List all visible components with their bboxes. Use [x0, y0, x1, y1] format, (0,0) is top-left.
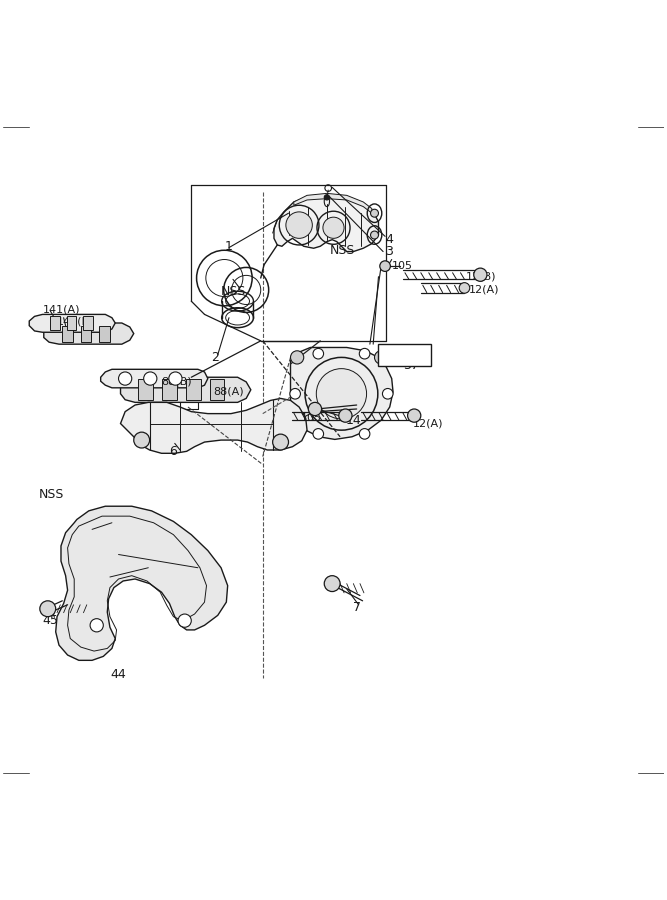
Circle shape	[324, 194, 329, 200]
Polygon shape	[62, 326, 73, 342]
Circle shape	[290, 389, 300, 399]
Text: 7: 7	[354, 601, 362, 614]
Text: 12(A): 12(A)	[469, 285, 500, 295]
Polygon shape	[121, 377, 251, 402]
Circle shape	[286, 212, 312, 239]
Polygon shape	[138, 379, 153, 400]
Polygon shape	[162, 379, 177, 400]
FancyBboxPatch shape	[378, 344, 432, 366]
Polygon shape	[121, 399, 307, 454]
Text: 4: 4	[385, 233, 393, 247]
Circle shape	[291, 351, 303, 364]
Circle shape	[382, 389, 393, 399]
Polygon shape	[101, 369, 208, 388]
Circle shape	[323, 217, 344, 239]
Text: 37: 37	[403, 359, 419, 372]
Text: 3: 3	[385, 245, 393, 258]
Circle shape	[374, 351, 388, 364]
Text: NSS: NSS	[221, 284, 246, 298]
Circle shape	[474, 268, 487, 282]
Polygon shape	[210, 379, 224, 400]
Text: 1: 1	[224, 239, 232, 253]
Circle shape	[360, 428, 370, 439]
Circle shape	[40, 601, 55, 617]
Circle shape	[143, 372, 157, 385]
Polygon shape	[29, 314, 115, 332]
Text: 12(B): 12(B)	[466, 272, 496, 282]
Text: 45: 45	[43, 614, 58, 627]
Circle shape	[273, 434, 289, 450]
Polygon shape	[274, 197, 378, 252]
Polygon shape	[51, 317, 59, 330]
Text: 14: 14	[346, 414, 361, 427]
Circle shape	[371, 231, 378, 239]
Circle shape	[316, 369, 367, 419]
Text: 88(B): 88(B)	[161, 376, 192, 386]
Circle shape	[380, 261, 390, 272]
Circle shape	[90, 618, 103, 632]
Circle shape	[178, 614, 191, 627]
Text: 2: 2	[211, 351, 219, 364]
Circle shape	[313, 428, 323, 439]
Text: NSS: NSS	[330, 244, 356, 256]
Circle shape	[169, 372, 182, 385]
Polygon shape	[83, 317, 93, 330]
Text: 6: 6	[169, 445, 177, 458]
Circle shape	[371, 209, 378, 217]
Text: 141(A): 141(A)	[43, 305, 80, 315]
Circle shape	[313, 348, 323, 359]
Polygon shape	[55, 506, 227, 661]
Text: 12(A): 12(A)	[413, 418, 444, 428]
Circle shape	[459, 283, 470, 293]
Polygon shape	[293, 194, 372, 213]
Circle shape	[408, 409, 421, 422]
Circle shape	[119, 372, 132, 385]
Polygon shape	[44, 323, 134, 344]
Circle shape	[308, 402, 321, 416]
Circle shape	[324, 576, 340, 591]
Text: 88(A): 88(A)	[213, 387, 243, 397]
Text: NSS: NSS	[39, 489, 65, 501]
Circle shape	[339, 409, 352, 422]
Text: 105: 105	[392, 261, 413, 271]
Polygon shape	[186, 379, 201, 400]
Polygon shape	[291, 347, 393, 439]
Circle shape	[134, 432, 149, 448]
Polygon shape	[99, 326, 110, 342]
Text: 44: 44	[110, 669, 125, 681]
Text: 105: 105	[300, 413, 321, 423]
Polygon shape	[81, 326, 91, 342]
Text: 3-55: 3-55	[381, 348, 410, 361]
Polygon shape	[67, 317, 76, 330]
Circle shape	[360, 348, 370, 359]
Text: 141(B): 141(B)	[57, 317, 95, 327]
